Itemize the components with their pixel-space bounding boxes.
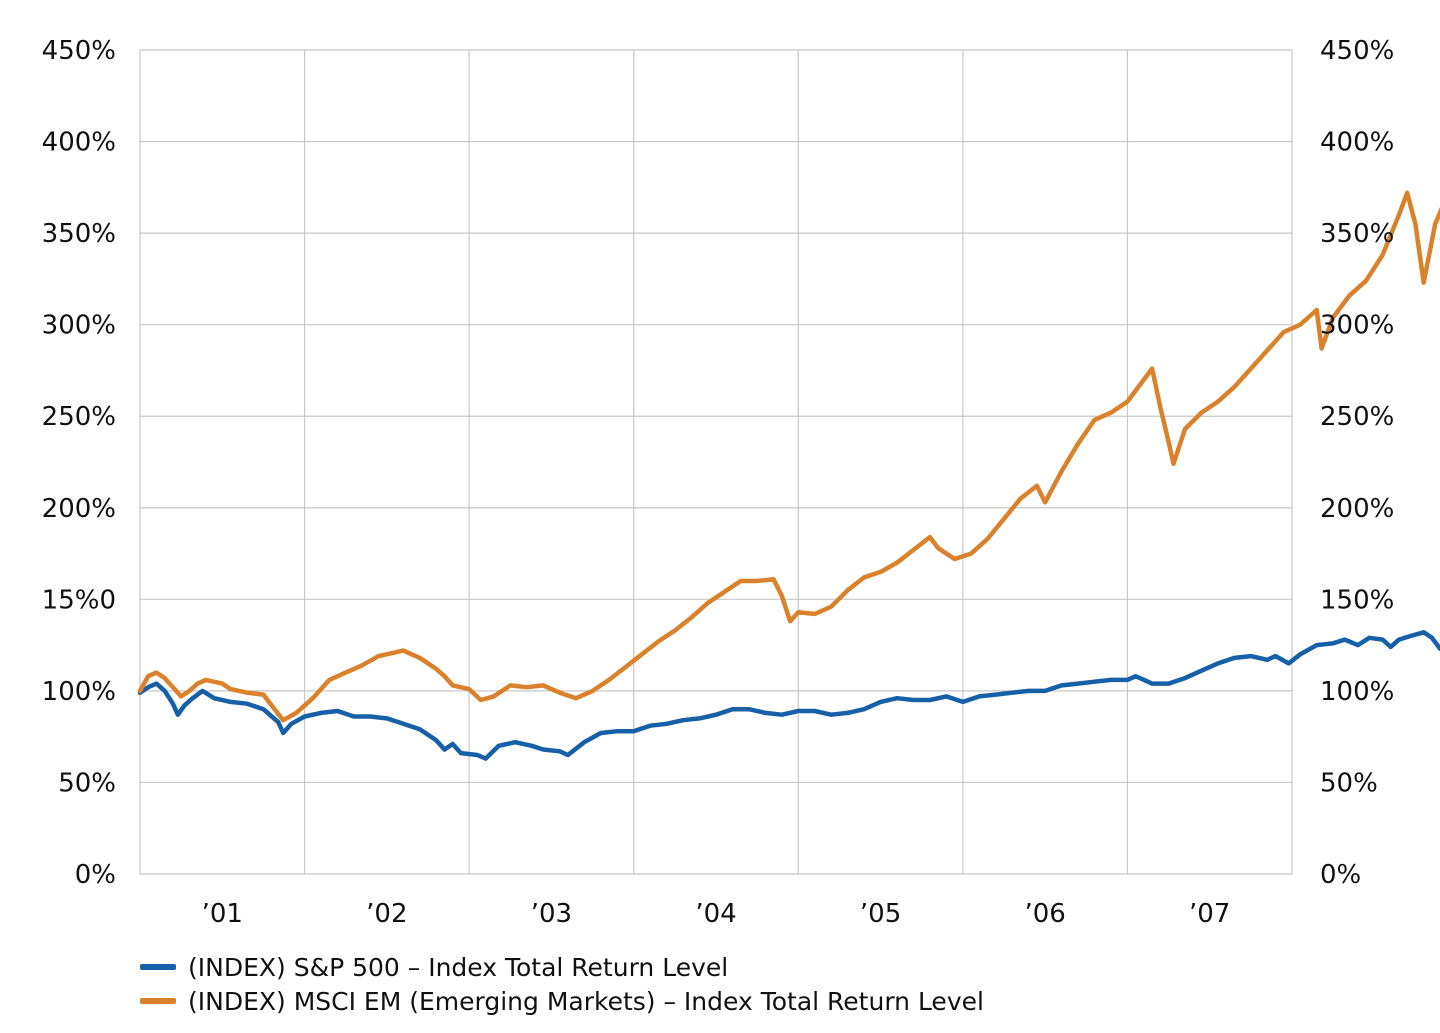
y-tick-label-right: 250% xyxy=(1320,402,1394,432)
y-tick-label-right: 100% xyxy=(1320,677,1394,707)
legend-swatch-msci-em xyxy=(140,998,176,1004)
y-tick-label-left: 250% xyxy=(42,402,116,432)
series-line-sp500 xyxy=(137,630,1440,761)
y-tick-label-right: 350% xyxy=(1320,219,1394,249)
legend-label-sp500: (INDEX) S&P 500 – Index Total Return Lev… xyxy=(188,952,729,982)
y-tick-label-right: 150% xyxy=(1320,585,1394,615)
y-tick-label-right: 0% xyxy=(1320,860,1361,890)
y-tick-label-left: 0% xyxy=(75,860,116,890)
legend-swatch-sp500 xyxy=(140,964,176,970)
legend-label-msci-em: (INDEX) MSCI EM (Emerging Markets) – Ind… xyxy=(188,986,984,1016)
x-tick-label: ’04 xyxy=(695,899,736,929)
y-tick-label-right: 200% xyxy=(1320,494,1394,524)
line-chart: 0% 0% 50% 50% 100% 100% 15%0 150% 200% 200% 250% 25… xyxy=(42,36,1440,929)
y-tick-label-right: 300% xyxy=(1320,311,1394,341)
x-tick-label: ’06 xyxy=(1024,899,1065,929)
x-tick-label: ’03 xyxy=(531,899,572,929)
y-tick-label-right: 400% xyxy=(1320,128,1394,158)
x-tick-label: ’01 xyxy=(202,899,243,929)
y-tick-label-left: 300% xyxy=(42,311,116,341)
y-tick-label-left: 200% xyxy=(42,494,116,524)
y-tick-label-left: 400% xyxy=(42,128,116,158)
x-tick-label: ’02 xyxy=(366,899,407,929)
grid-lines xyxy=(139,49,1293,875)
axes: 0% 0% 50% 50% 100% 100% 15%0 150% 200% 200% 250% 25… xyxy=(42,36,1395,929)
y-tick-label-left: 15%0 xyxy=(42,585,116,615)
legend-item-sp500: (INDEX) S&P 500 – Index Total Return Lev… xyxy=(140,950,1420,984)
series-line-msci-em xyxy=(137,190,1440,723)
y-tick-label-right: 50% xyxy=(1320,768,1378,798)
legend: (INDEX) S&P 500 – Index Total Return Lev… xyxy=(140,950,1420,1018)
y-tick-label-left: 50% xyxy=(58,768,116,798)
y-tick-label-left: 450% xyxy=(42,36,116,66)
y-tick-label-left: 350% xyxy=(42,219,116,249)
y-tick-label-right: 450% xyxy=(1320,36,1394,66)
x-tick-label: ’05 xyxy=(860,899,901,929)
series-layer xyxy=(137,190,1440,761)
y-tick-label-left: 100% xyxy=(42,677,116,707)
legend-item-msci-em: (INDEX) MSCI EM (Emerging Markets) – Ind… xyxy=(140,984,1420,1018)
x-tick-label: ’07 xyxy=(1189,899,1230,929)
